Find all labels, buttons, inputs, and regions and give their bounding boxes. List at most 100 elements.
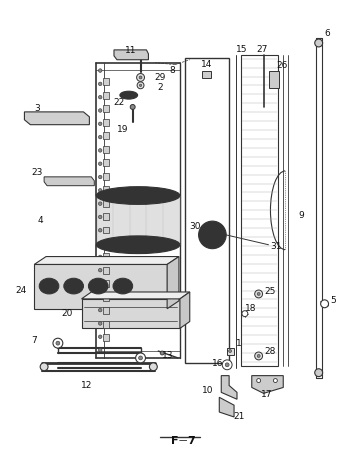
Ellipse shape xyxy=(113,278,133,294)
Text: 7: 7 xyxy=(32,336,37,345)
Circle shape xyxy=(257,354,260,357)
Circle shape xyxy=(98,189,102,192)
Bar xyxy=(103,227,109,234)
Text: 26: 26 xyxy=(276,61,288,70)
Text: 1: 1 xyxy=(236,338,242,348)
Text: 20: 20 xyxy=(61,309,72,318)
Text: 12: 12 xyxy=(81,381,92,390)
Polygon shape xyxy=(219,397,234,417)
Circle shape xyxy=(56,341,60,345)
Polygon shape xyxy=(252,376,283,393)
Circle shape xyxy=(255,290,262,298)
Bar xyxy=(103,200,109,207)
Circle shape xyxy=(98,109,102,112)
Circle shape xyxy=(98,135,102,139)
Circle shape xyxy=(257,379,261,382)
Circle shape xyxy=(98,348,102,352)
Circle shape xyxy=(160,351,164,355)
Text: 16: 16 xyxy=(211,360,223,368)
Ellipse shape xyxy=(39,278,59,294)
Text: 29: 29 xyxy=(155,73,166,82)
Text: 2: 2 xyxy=(158,83,163,92)
Bar xyxy=(103,280,109,287)
Polygon shape xyxy=(96,196,180,245)
Bar xyxy=(103,334,109,341)
Polygon shape xyxy=(167,256,179,309)
Circle shape xyxy=(98,82,102,86)
Bar xyxy=(103,159,109,166)
Circle shape xyxy=(98,308,102,312)
Circle shape xyxy=(225,363,229,367)
Polygon shape xyxy=(114,50,148,60)
Circle shape xyxy=(321,300,329,308)
Circle shape xyxy=(98,202,102,206)
Text: 8: 8 xyxy=(169,66,175,75)
Bar xyxy=(103,186,109,193)
Bar xyxy=(103,173,109,180)
Circle shape xyxy=(139,84,142,87)
Text: 22: 22 xyxy=(113,98,125,107)
Text: 14: 14 xyxy=(201,60,212,69)
Polygon shape xyxy=(221,376,237,399)
Text: 5: 5 xyxy=(330,296,336,305)
Circle shape xyxy=(98,175,102,179)
Text: 10: 10 xyxy=(202,386,213,395)
Text: 18: 18 xyxy=(245,304,257,313)
Circle shape xyxy=(53,338,63,348)
Text: 25: 25 xyxy=(265,288,276,296)
Circle shape xyxy=(98,69,102,72)
Bar xyxy=(103,307,109,314)
Polygon shape xyxy=(44,177,94,185)
Bar xyxy=(82,299,180,328)
Text: —: — xyxy=(179,436,187,445)
Text: 28: 28 xyxy=(265,347,276,355)
Bar xyxy=(103,213,109,220)
Circle shape xyxy=(98,268,102,272)
Bar xyxy=(103,119,109,125)
Bar xyxy=(270,71,279,88)
Text: 19: 19 xyxy=(117,125,128,134)
Bar xyxy=(103,240,109,247)
Circle shape xyxy=(40,363,48,371)
Text: 17: 17 xyxy=(261,390,272,399)
Ellipse shape xyxy=(89,278,108,294)
Text: 23: 23 xyxy=(32,169,43,177)
Text: 13: 13 xyxy=(162,351,174,360)
Ellipse shape xyxy=(120,91,138,99)
Bar xyxy=(103,105,109,112)
Circle shape xyxy=(98,95,102,99)
Circle shape xyxy=(255,352,262,360)
Circle shape xyxy=(98,255,102,259)
Text: 30: 30 xyxy=(189,222,201,230)
Circle shape xyxy=(315,369,323,376)
Circle shape xyxy=(229,349,232,353)
Text: 7: 7 xyxy=(187,436,195,446)
Text: 4: 4 xyxy=(37,216,43,224)
Text: 6: 6 xyxy=(325,29,330,38)
Text: 9: 9 xyxy=(298,211,304,220)
Bar xyxy=(103,267,109,274)
Bar xyxy=(185,58,229,363)
Circle shape xyxy=(98,295,102,299)
Bar xyxy=(103,294,109,301)
Circle shape xyxy=(98,215,102,219)
Circle shape xyxy=(149,363,157,371)
Text: 24: 24 xyxy=(15,287,26,295)
Circle shape xyxy=(315,39,323,47)
Bar xyxy=(202,71,211,78)
Polygon shape xyxy=(34,256,179,264)
Bar xyxy=(103,92,109,99)
Bar xyxy=(103,321,109,328)
Circle shape xyxy=(139,76,142,79)
Circle shape xyxy=(257,293,260,295)
Text: 27: 27 xyxy=(256,45,267,55)
Polygon shape xyxy=(25,112,89,125)
Circle shape xyxy=(136,353,146,363)
Ellipse shape xyxy=(96,187,180,204)
Bar xyxy=(103,132,109,139)
Bar xyxy=(103,146,109,153)
Circle shape xyxy=(222,360,232,370)
Circle shape xyxy=(98,335,102,338)
Circle shape xyxy=(98,229,102,232)
Bar xyxy=(227,348,234,355)
